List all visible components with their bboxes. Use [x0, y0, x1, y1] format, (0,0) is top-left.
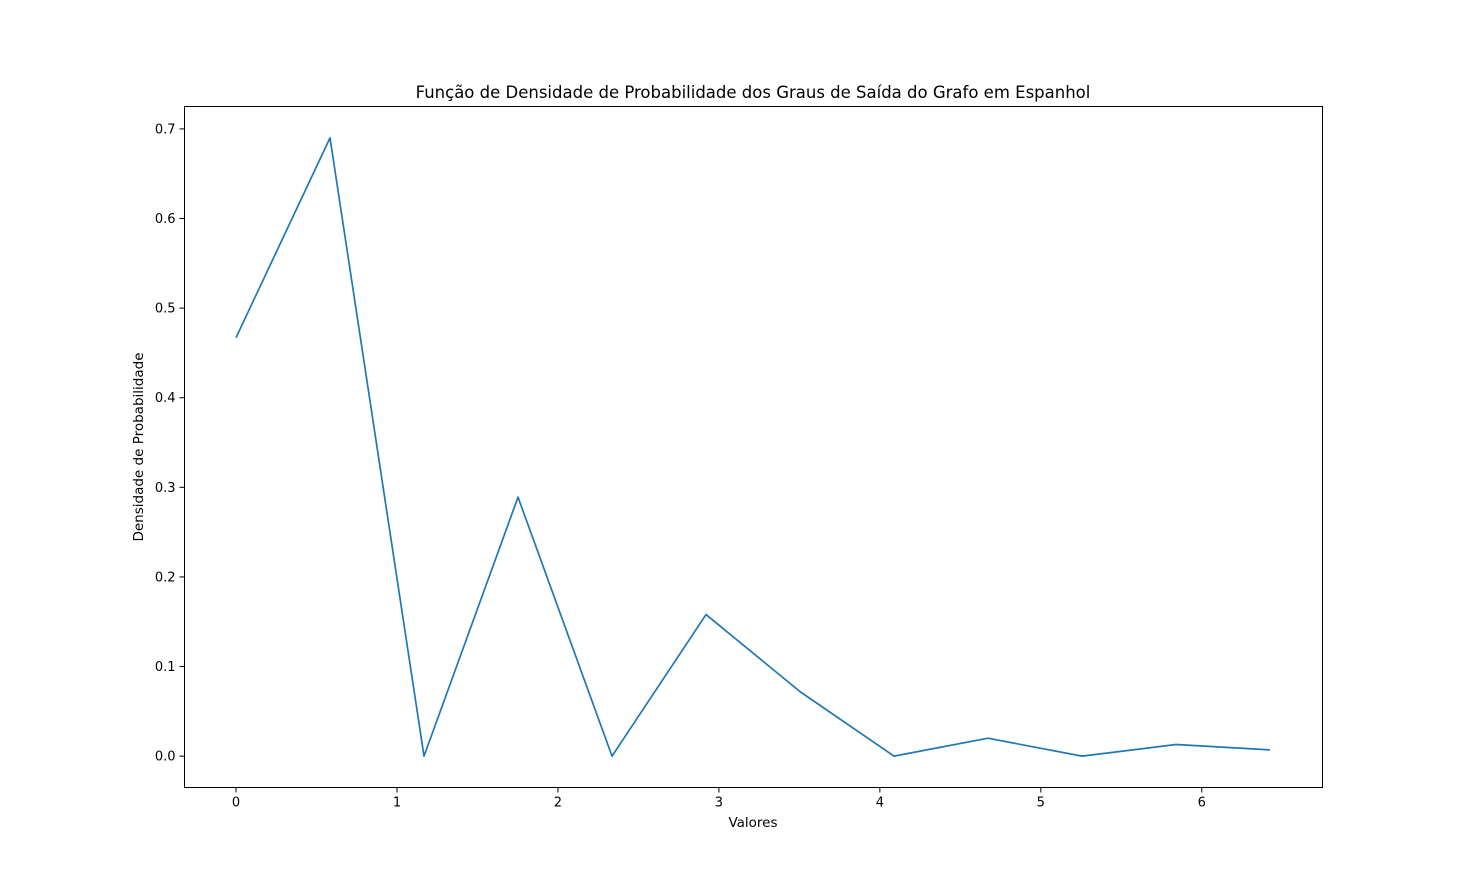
y-tick-label: 0.5: [155, 302, 176, 317]
y-tick-label: 0.3: [155, 481, 176, 496]
x-tick-label: 5: [1037, 796, 1045, 811]
y-tick-label: 0.7: [155, 122, 176, 137]
y-tick-label: 0.1: [155, 660, 176, 675]
x-tick-label: 3: [715, 796, 723, 811]
x-tick-label: 1: [393, 796, 401, 811]
plot-area-frame: [184, 106, 1323, 788]
y-tick-label: 0.0: [155, 750, 176, 765]
y-tick-label: 0.2: [155, 570, 176, 585]
y-tick-label: 0.6: [155, 212, 176, 227]
x-axis-ticks: 0 1 2 3 4 5 6: [232, 787, 1206, 811]
x-tick-label: 0: [232, 796, 240, 811]
x-tick-label: 6: [1198, 796, 1206, 811]
chart-title: Função de Densidade de Probabilidade dos…: [416, 83, 1091, 102]
series-line: [235, 137, 1271, 757]
y-axis-ticks: 0.0 0.1 0.2 0.3 0.4 0.5 0.6 0.7: [155, 122, 185, 765]
x-axis-label: Valores: [728, 815, 777, 831]
x-tick-label: 4: [876, 796, 884, 811]
x-tick-label: 2: [554, 796, 562, 811]
y-tick-label: 0.4: [155, 391, 176, 406]
y-axis-label: Densidade de Probabilidade: [131, 352, 147, 541]
